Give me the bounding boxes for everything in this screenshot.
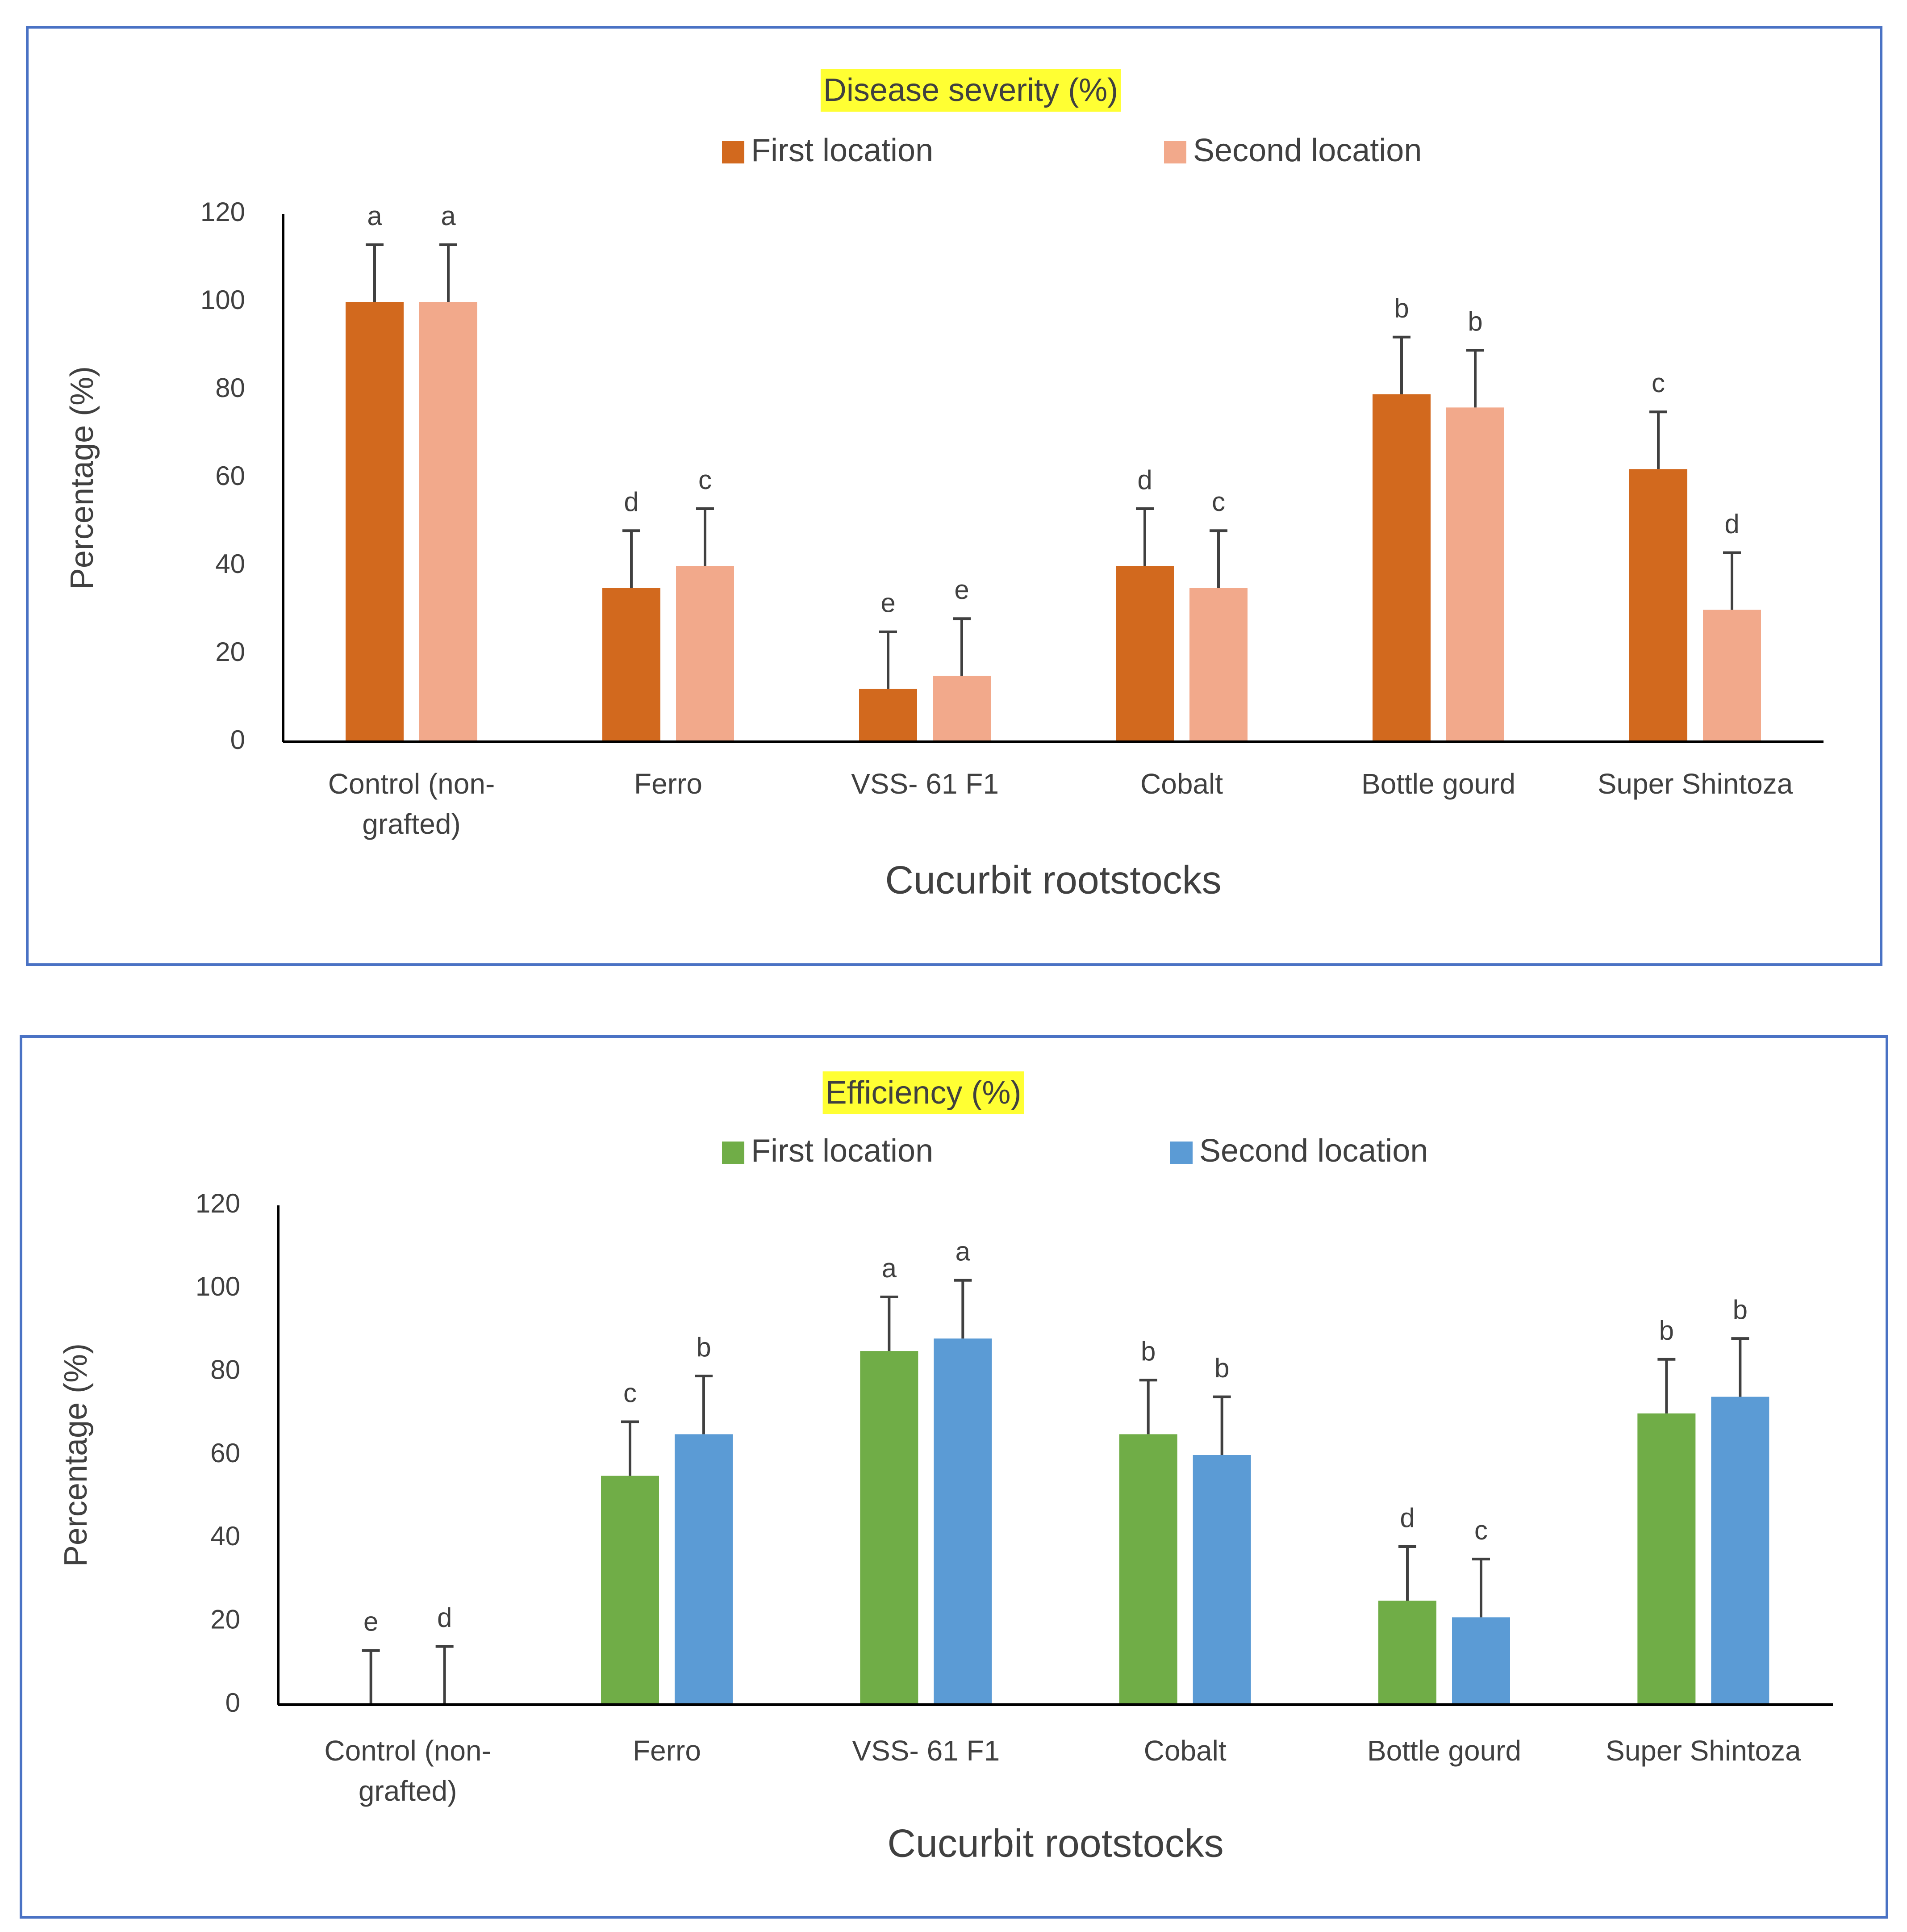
y-tick-label: 40 [210, 1521, 240, 1551]
y-tick-label: 60 [215, 461, 245, 491]
y-tick-label: 80 [210, 1355, 240, 1385]
bar-series1-4 [1378, 1601, 1436, 1705]
bar-series2-5 [1711, 1397, 1769, 1705]
y-tick-label: 120 [196, 1188, 240, 1218]
x-category-label: Super Shintoza [1606, 1735, 1801, 1767]
x-category-label: VSS- 61 F1 [851, 768, 999, 800]
y-tick-label: 60 [210, 1438, 240, 1468]
y-axis-label: Percentage (%) [58, 1343, 94, 1567]
bar-series1-1 [601, 1476, 659, 1705]
bar-series1-5 [1637, 1413, 1696, 1705]
efficiency-chart-panel: Efficiency (%) First location Second locat… [20, 1035, 1888, 1919]
significance-letter-series2-3: c [1212, 487, 1225, 517]
bar-series2-2 [933, 676, 991, 742]
y-axis-label: Percentage (%) [64, 366, 100, 590]
significance-letter-series2-5: d [1724, 509, 1739, 539]
bar-series2-4 [1446, 407, 1504, 742]
bar-series1-4 [1373, 394, 1431, 742]
bar-series2-2 [934, 1338, 992, 1705]
x-category-label: VSS- 61 F1 [852, 1735, 1000, 1767]
bar-series2-1 [675, 1434, 733, 1705]
significance-letter-series2-1: b [696, 1332, 711, 1362]
bar-series2-1 [676, 566, 734, 742]
significance-letter-series1-4: d [1400, 1503, 1415, 1533]
legend-swatch-1 [722, 1142, 744, 1164]
significance-letter-series2-5: b [1733, 1295, 1748, 1325]
significance-letter-series1-1: d [624, 487, 638, 517]
legend-swatch-2 [1170, 1142, 1193, 1164]
x-category-label: Super Shintoza [1598, 768, 1793, 800]
y-tick-label: 0 [225, 1688, 240, 1718]
significance-letter-series2-3: b [1214, 1353, 1229, 1383]
legend-label-2: Second location [1199, 1133, 1428, 1169]
significance-letter-series2-4: b [1468, 306, 1482, 336]
legend-label-1: First location [751, 133, 933, 168]
x-category-label: Bottle gourd [1361, 768, 1515, 800]
significance-letter-series2-1: c [698, 465, 712, 495]
x-category-label: Bottle gourd [1367, 1735, 1521, 1767]
significance-letter-series1-0: e [363, 1607, 378, 1637]
legend-swatch-1 [722, 141, 744, 163]
significance-letter-series1-2: e [880, 588, 895, 618]
bar-series2-3 [1189, 588, 1248, 742]
chart-title-highlight [822, 1071, 1024, 1115]
significance-letter-series1-5: c [1652, 368, 1665, 398]
y-tick-label: 100 [196, 1271, 240, 1301]
y-tick-label: 80 [215, 373, 245, 403]
significance-letter-series1-4: b [1394, 293, 1409, 323]
significance-letter-series2-4: c [1474, 1515, 1488, 1545]
bar-series2-4 [1452, 1617, 1510, 1705]
x-category-label: Ferro [633, 1735, 701, 1767]
bar-series2-3 [1193, 1455, 1251, 1705]
disease-severity-chart-panel: Disease severity (%) First location Second… [26, 26, 1882, 966]
legend-swatch-2 [1164, 141, 1186, 163]
disease-severity-chart: Disease severity (%) First location Second… [64, 69, 1824, 902]
x-category-label: Cobalt [1144, 1735, 1227, 1767]
bar-series2-5 [1703, 610, 1761, 742]
efficiency-chart: Efficiency (%) First location Second locat… [58, 1071, 1833, 1865]
bar-series1-1 [602, 588, 660, 742]
y-tick-label: 20 [210, 1605, 240, 1635]
bar-series1-2 [860, 1351, 918, 1705]
x-axis-label: Cucurbit rootstocks [887, 1821, 1223, 1865]
significance-letter-series2-0: a [441, 201, 456, 231]
y-tick-label: 20 [215, 637, 245, 667]
bar-series2-0 [419, 302, 477, 742]
significance-letter-series1-2: a [882, 1253, 897, 1283]
x-category-label: Control (non-grafted) [324, 1735, 491, 1807]
bar-series1-0 [346, 302, 404, 742]
bar-series1-5 [1629, 469, 1687, 742]
y-tick-label: 40 [215, 549, 245, 579]
significance-letter-series1-1: c [623, 1378, 637, 1408]
significance-letter-series1-0: a [367, 201, 382, 231]
bar-series1-3 [1116, 566, 1174, 742]
chart-title: Efficiency (%) [826, 1075, 1022, 1111]
legend-label-2: Second location [1193, 133, 1422, 168]
chart-title-highlight [820, 69, 1121, 112]
bar-series1-3 [1119, 1434, 1177, 1705]
chart-title: Disease severity (%) [823, 72, 1118, 108]
significance-letter-series2-2: e [954, 575, 969, 605]
y-tick-label: 120 [200, 197, 245, 227]
significance-letter-series1-3: d [1137, 465, 1152, 495]
y-tick-label: 100 [200, 285, 245, 315]
legend-label-1: First location [751, 1133, 933, 1169]
significance-letter-series2-0: d [437, 1602, 452, 1632]
significance-letter-series1-3: b [1141, 1336, 1156, 1366]
bar-series1-2 [859, 689, 917, 742]
x-category-label: Control (non-grafted) [328, 768, 495, 840]
x-category-label: Cobalt [1140, 768, 1223, 800]
x-category-label: Ferro [634, 768, 702, 800]
x-axis-label: Cucurbit rootstocks [885, 857, 1221, 902]
y-tick-label: 0 [230, 725, 245, 755]
significance-letter-series2-2: a [956, 1237, 971, 1267]
significance-letter-series1-5: b [1659, 1316, 1674, 1346]
